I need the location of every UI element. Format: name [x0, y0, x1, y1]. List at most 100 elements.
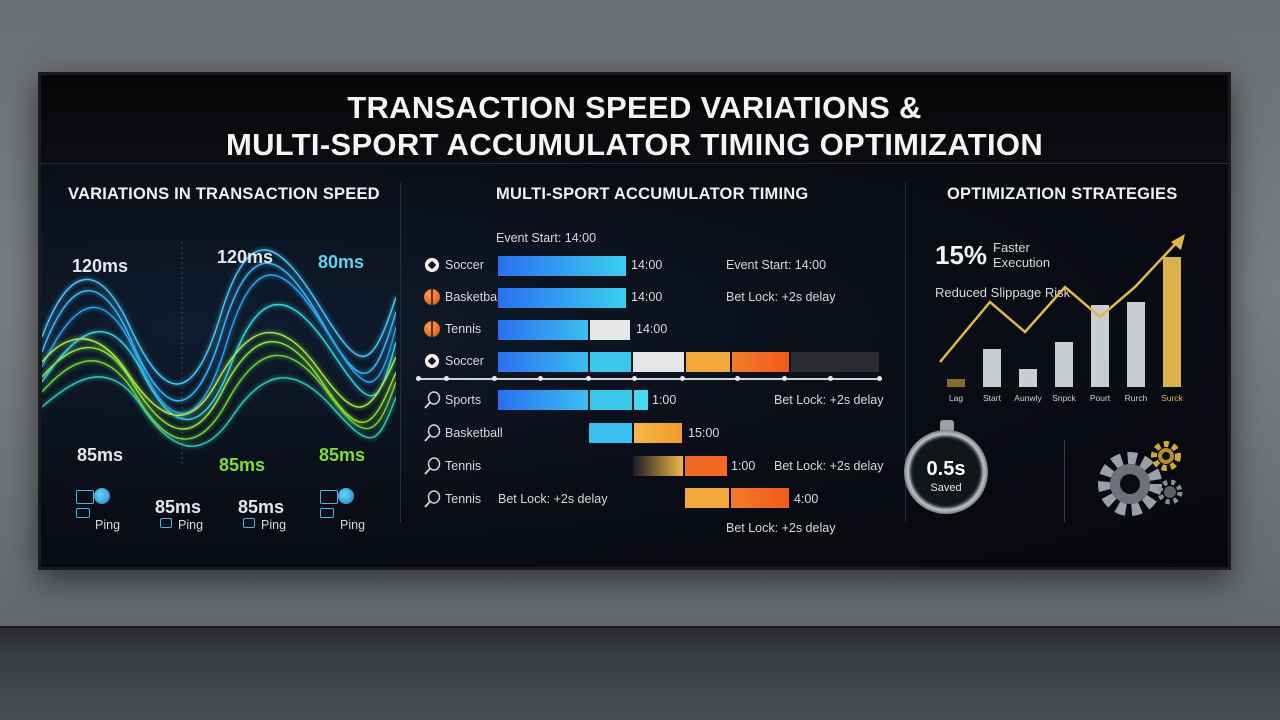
row-2-sport: Basketball: [445, 290, 503, 304]
wave-green-1: [42, 341, 396, 430]
server-icon-small: [160, 518, 172, 528]
speed-label-6: 85ms: [319, 445, 366, 465]
row-1-note: Event Start: 14:00: [726, 258, 827, 272]
wave-green-2: [42, 354, 396, 440]
row-7-bar-b: [685, 456, 727, 476]
display-screen: TRANSACTION SPEED VARIATIONS & MULTI-SPO…: [38, 72, 1231, 570]
speed-wave-chart: [42, 242, 396, 467]
server-icon-small: [320, 508, 334, 518]
wave-teal-1: [42, 376, 396, 447]
row-5-bar-a: [498, 390, 588, 410]
row-5-bar-c: [634, 390, 648, 410]
chart-tick-label: Pourt: [1090, 393, 1111, 403]
row-4-seg-1: [498, 352, 588, 372]
ping-label-3: Ping: [261, 518, 287, 532]
faster-pct: 15%: [935, 240, 988, 270]
wave-blue-1: [42, 262, 396, 402]
ping-label-4: Ping: [340, 518, 366, 532]
row-7-time: 1:00: [731, 459, 756, 473]
row-3-bar-a: [498, 320, 588, 340]
timeline-tick: [632, 376, 637, 381]
chart-bar: [1019, 369, 1037, 387]
gears-icon: [1098, 441, 1183, 516]
stopwatch-icon: [904, 430, 988, 514]
chart-bar: [983, 349, 1001, 387]
speed-label-2: 120ms: [217, 247, 274, 267]
row-7-bar-a: [633, 456, 683, 476]
chart-bar: [1163, 257, 1181, 387]
timeline-tick: [416, 376, 421, 381]
chart-tick-label: Start: [983, 393, 1002, 403]
row-4-seg-4: [686, 352, 730, 372]
timeline-tick: [444, 376, 449, 381]
timeline-tick: [492, 376, 497, 381]
wave-blue-2: [42, 274, 396, 414]
row-3-bar-b: [590, 320, 630, 340]
timeline-tick: [538, 376, 543, 381]
row-4-seg-6: [791, 352, 879, 372]
ping-value-1: 85ms: [155, 497, 202, 517]
wave-cyan-1: [42, 303, 396, 421]
wave-blue-3: [42, 249, 396, 385]
row-8-note: Bet Lock: +2s delay: [498, 492, 608, 506]
row-2-bar: [498, 288, 626, 308]
ping-label-1: Ping: [95, 518, 121, 532]
speed-label-3: 80ms: [318, 252, 365, 272]
tennis-racket-icon: [424, 457, 441, 475]
row-3-sport: Tennis: [445, 322, 482, 336]
tennis-racket-icon: [424, 490, 441, 508]
row-6-sport: Basketball: [445, 426, 503, 440]
row-3-time: 14:00: [636, 322, 668, 336]
globe-icon: [338, 488, 354, 504]
speed-label-5: 85ms: [219, 455, 266, 475]
row-1-time: 14:00: [631, 258, 663, 272]
stopwatch-crown: [940, 420, 954, 432]
soccer-ball-icon: [424, 257, 440, 273]
tennis-racket-icon: [424, 424, 441, 442]
faster-label-2: Execution: [993, 255, 1051, 270]
wave-green-3: [42, 331, 396, 416]
row-8-bar-b: [731, 488, 789, 508]
row-4-seg-2: [590, 352, 631, 372]
bottom-note: Bet Lock: +2s delay: [726, 521, 836, 535]
row-7-sport: Tennis: [445, 459, 482, 473]
basketball-icon: [424, 321, 440, 337]
row-4-sport: Soccer: [445, 354, 484, 368]
row-5-time: 1:00: [652, 393, 677, 407]
timeline-axis: [416, 378, 882, 380]
divider-right: [905, 182, 906, 522]
chart-tick-label: Snpck: [1052, 393, 1076, 403]
row-5-bar-b: [590, 390, 632, 410]
trend-arrow-icon: [1171, 234, 1185, 250]
server-icon-small: [243, 518, 255, 528]
section-title-strategies: OPTIMIZATION STRATEGIES: [947, 185, 1178, 203]
server-icon: [76, 490, 94, 504]
slippage-label: Reduced Slippage Risk: [935, 285, 1071, 300]
chart-bar: [947, 379, 965, 387]
timeline-tick: [828, 376, 833, 381]
timeline-tick: [877, 376, 882, 381]
server-icon-small: [76, 508, 90, 518]
divider-left: [400, 182, 401, 522]
row-8-sport: Tennis: [445, 492, 482, 506]
chart-tick-label: Lag: [949, 393, 963, 403]
title-line-1: TRANSACTION SPEED VARIATIONS &: [347, 90, 922, 125]
row-8-time: 4:00: [794, 492, 819, 506]
row-6-time: 15:00: [688, 426, 720, 440]
timeline-tick: [586, 376, 591, 381]
basketball-icon: [424, 289, 440, 305]
gauge-label: Saved: [930, 482, 962, 494]
section-title-timing: MULTI-SPORT ACCUMULATOR TIMING: [496, 185, 809, 203]
globe-icon: [94, 488, 110, 504]
speed-label-1: 120ms: [72, 256, 129, 276]
timeline-tick: [782, 376, 787, 381]
trend-line: [939, 238, 1181, 363]
gauge-divider: [1064, 440, 1065, 522]
row-2-note: Bet Lock: +2s delay: [726, 290, 836, 304]
faster-label-1: Faster: [993, 240, 1030, 255]
chart-tick-label: Surck: [1161, 393, 1183, 403]
timeline-tick: [735, 376, 740, 381]
row-4-seg-5: [732, 352, 789, 372]
chart-tick-label: Aunwly: [1014, 393, 1042, 403]
soccer-ball-icon: [424, 353, 440, 369]
